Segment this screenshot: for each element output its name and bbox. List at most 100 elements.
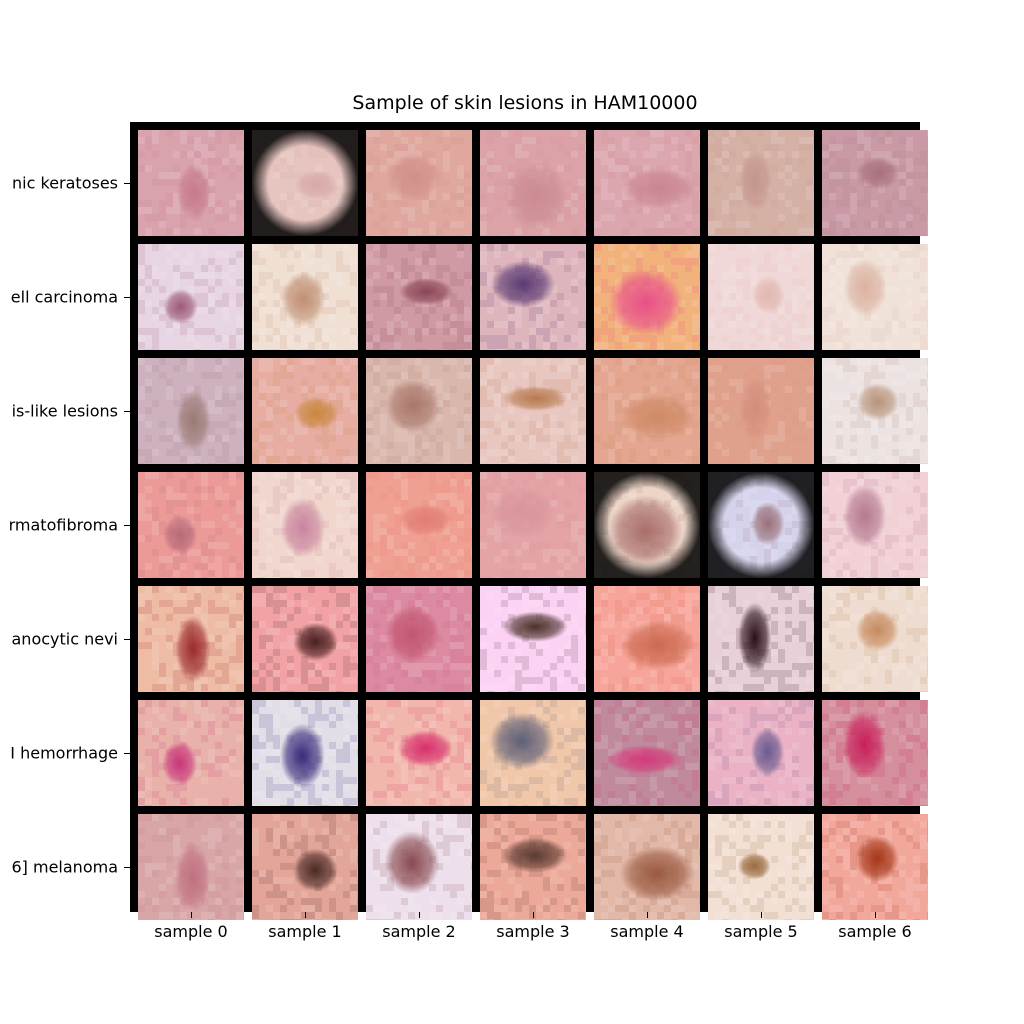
lesion-mark bbox=[489, 712, 555, 770]
column-label: sample 2 bbox=[382, 922, 456, 941]
lesion-image bbox=[708, 586, 814, 692]
lesion-mark bbox=[293, 396, 339, 431]
lesion-tile-r3-c6 bbox=[822, 472, 928, 578]
row-label: anocytic nevi bbox=[11, 629, 119, 649]
lesion-tile-r4-c0 bbox=[138, 586, 244, 692]
lesion-tile-r3-c3 bbox=[480, 472, 586, 578]
lesion-mark bbox=[856, 383, 900, 421]
lesion-mark bbox=[737, 852, 772, 880]
column-label: sample 1 bbox=[268, 922, 342, 941]
lesion-mark bbox=[176, 389, 211, 452]
lesion-mark bbox=[842, 710, 886, 779]
lesion-tile-r0-c5 bbox=[708, 130, 814, 236]
lesion-image bbox=[708, 130, 814, 236]
lesion-image bbox=[594, 472, 700, 578]
x-tick bbox=[761, 912, 762, 918]
lesion-mark bbox=[398, 503, 454, 537]
lesion-image bbox=[822, 700, 928, 806]
x-tick bbox=[647, 912, 648, 918]
lesion-image bbox=[252, 358, 358, 464]
row-label: 6] melanoma bbox=[11, 857, 118, 877]
x-tick bbox=[875, 912, 876, 918]
lesion-image bbox=[138, 130, 244, 236]
lesion-tile-r3-c1 bbox=[252, 472, 358, 578]
lesion-image bbox=[252, 244, 358, 350]
x-tick bbox=[533, 912, 534, 918]
row-label: is-like lesions bbox=[11, 401, 118, 421]
lesion-tile-r6-c0 bbox=[138, 814, 244, 920]
lesion-mark bbox=[490, 260, 556, 308]
lesion-tile-r6-c1 bbox=[252, 814, 358, 920]
lesion-image bbox=[366, 472, 472, 578]
y-tick bbox=[124, 183, 130, 184]
lesion-tile-r2-c3 bbox=[480, 358, 586, 464]
lesion-image bbox=[594, 244, 700, 350]
lesion-image bbox=[480, 472, 586, 578]
lesion-image bbox=[594, 586, 700, 692]
lesion-tile-r4-c6 bbox=[822, 586, 928, 692]
lesion-tile-r4-c2 bbox=[366, 586, 472, 692]
lesion-mark bbox=[738, 376, 772, 443]
lesion-image bbox=[822, 814, 928, 920]
y-tick bbox=[124, 525, 130, 526]
row-label: ell carcinoma bbox=[10, 287, 118, 307]
dermoscope-vignette bbox=[594, 472, 700, 578]
lesion-mark bbox=[855, 835, 899, 883]
lesion-mark bbox=[620, 620, 696, 671]
lesion-mark bbox=[855, 609, 900, 652]
x-tick bbox=[419, 912, 420, 918]
lesion-tile-r4-c1 bbox=[252, 586, 358, 692]
lesion-image bbox=[366, 814, 472, 920]
row-label: nic keratoses bbox=[12, 173, 118, 193]
y-tick bbox=[124, 639, 130, 640]
lesion-image bbox=[480, 814, 586, 920]
lesion-mark bbox=[163, 288, 198, 325]
lesion-mark bbox=[502, 837, 568, 873]
lesion-image bbox=[708, 814, 814, 920]
row-label: rmatofibroma bbox=[8, 515, 118, 535]
lesion-image bbox=[252, 586, 358, 692]
lesion-mark bbox=[385, 378, 441, 433]
lesion-mark bbox=[619, 846, 696, 902]
figure-title: Sample of skin lesions in HAM10000 bbox=[352, 92, 698, 114]
lesion-mark bbox=[162, 514, 198, 556]
lesion-image bbox=[822, 244, 928, 350]
lesion-mark bbox=[398, 278, 454, 306]
lesion-tile-r0-c3 bbox=[480, 130, 586, 236]
lesion-mark bbox=[503, 385, 569, 412]
lesion-mark bbox=[280, 497, 326, 558]
lesion-tile-r5-c4 bbox=[594, 700, 700, 806]
lesion-mark bbox=[176, 163, 211, 221]
lesion-image bbox=[594, 130, 700, 236]
lesion-tile-r2-c1 bbox=[252, 358, 358, 464]
lesion-mark bbox=[503, 161, 569, 231]
lesion-tile-r1-c3 bbox=[480, 244, 586, 350]
lesion-image bbox=[822, 472, 928, 578]
lesion-image bbox=[480, 358, 586, 464]
y-tick bbox=[124, 411, 130, 412]
lesion-tile-r2-c4 bbox=[594, 358, 700, 464]
lesion-tile-r4-c4 bbox=[594, 586, 700, 692]
y-tick bbox=[124, 753, 130, 754]
lesion-image bbox=[138, 244, 244, 350]
lesion-image bbox=[594, 700, 700, 806]
lesion-image bbox=[822, 586, 928, 692]
lesion-image bbox=[252, 472, 358, 578]
lesion-tile-r3-c5 bbox=[708, 472, 814, 578]
lesion-mark bbox=[750, 727, 785, 777]
lesion-mark bbox=[621, 394, 696, 440]
lesion-mark bbox=[502, 611, 568, 642]
lesion-tile-r3-c4 bbox=[594, 472, 700, 578]
lesion-image bbox=[252, 814, 358, 920]
lesion-image bbox=[366, 130, 472, 236]
lesion-tile-r3-c0 bbox=[138, 472, 244, 578]
lesion-mark bbox=[281, 271, 326, 327]
lesion-mark bbox=[843, 484, 887, 548]
lesion-tile-r1-c2 bbox=[366, 244, 472, 350]
lesion-mark bbox=[174, 841, 211, 914]
x-tick bbox=[305, 912, 306, 918]
column-label: sample 6 bbox=[838, 922, 912, 941]
lesion-image bbox=[708, 358, 814, 464]
lesion-tile-r5-c0 bbox=[138, 700, 244, 806]
